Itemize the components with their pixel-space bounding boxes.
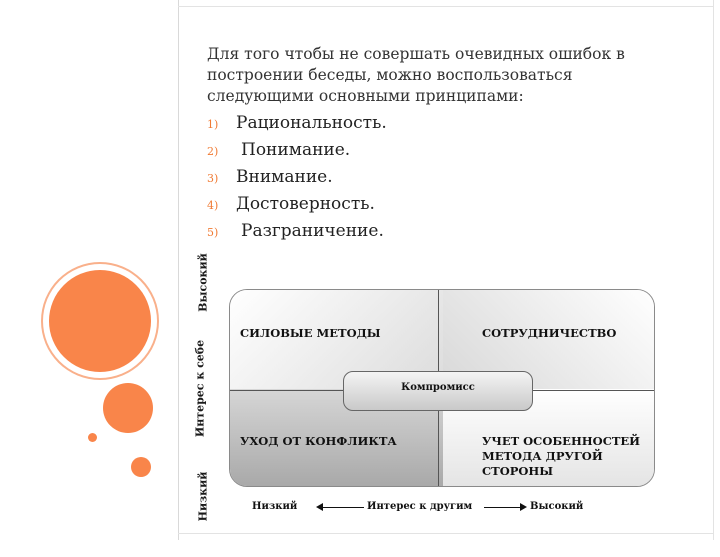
quadrant-label-avoidance: УХОД ОТ КОНФЛИКТА: [240, 434, 397, 448]
x-axis-arrow-right: [484, 507, 522, 508]
y-axis-low-label: Низкий: [196, 471, 210, 522]
decor-circle-large: [49, 270, 151, 372]
list-number: 2): [207, 145, 219, 158]
quadrant-label-accommodation: УЧЕТ ОСОБЕННОСТЕЙ МЕТОДА ДРУГОЙ СТОРОНЫ: [482, 434, 641, 478]
list-text: Понимание.: [241, 140, 351, 160]
slide-border-top: [178, 6, 714, 7]
compromise-box: Компромисс: [343, 371, 533, 411]
list-item: 5) Разграничение.: [207, 218, 667, 245]
slide-border-right: [713, 0, 714, 540]
list-number: 1): [207, 118, 219, 131]
quadrant-label-cooperation: СОТРУДНИЧЕСТВО: [482, 326, 617, 340]
list-text: Достоверность.: [236, 194, 375, 214]
arrow-right-icon: [520, 503, 527, 511]
list-text: Рациональность.: [236, 113, 387, 133]
slide: Для того чтобы не совершать очевидных ош…: [49, 0, 714, 540]
x-axis-low-label: Низкий: [252, 501, 298, 512]
x-axis-title: Интерес к другим: [367, 501, 473, 512]
list-item: 2) Понимание.: [207, 137, 667, 164]
conflict-strategy-grid: СИЛОВЫЕ МЕТОДЫ СОТРУДНИЧЕСТВО УХОД ОТ КО…: [229, 289, 655, 487]
list-number: 4): [207, 199, 219, 212]
list-text: Разграничение.: [241, 221, 384, 241]
compromise-label: Компромисс: [401, 382, 475, 393]
y-axis-high-label: Высокий: [196, 253, 210, 312]
x-axis-high-label: Высокий: [530, 501, 584, 512]
slide-border-left: [178, 0, 179, 540]
x-axis-arrow-left: [318, 507, 364, 508]
intro-text: Для того чтобы не совершать очевидных ош…: [207, 45, 625, 105]
y-axis-title: Интерес к себе: [193, 339, 207, 438]
list-number: 3): [207, 172, 219, 185]
slide-border-bottom: [178, 533, 714, 534]
decor-circle-small: [131, 457, 151, 477]
list-item: 3) Внимание.: [207, 164, 667, 191]
list-text: Внимание.: [236, 167, 333, 187]
list-item: 1) Рациональность.: [207, 110, 667, 137]
decor-circle-tiny: [88, 433, 97, 442]
list-item: 4) Достоверность.: [207, 191, 667, 218]
quadrant-label-force: СИЛОВЫЕ МЕТОДЫ: [240, 326, 381, 340]
list-number: 5): [207, 226, 219, 239]
decor-circle-medium: [103, 383, 153, 433]
principles-list: 1) Рациональность. 2) Понимание. 3) Вним…: [207, 110, 667, 245]
